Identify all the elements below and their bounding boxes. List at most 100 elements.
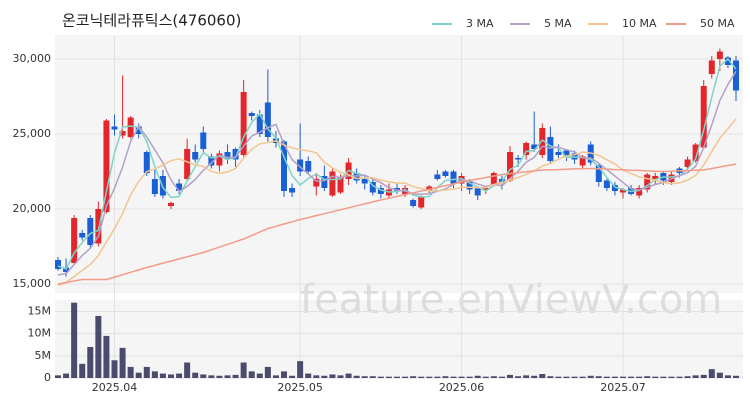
volume-bar <box>531 375 538 378</box>
candle-body <box>71 218 78 263</box>
candle-body <box>474 188 481 196</box>
volume-bar <box>466 376 473 378</box>
volume-bar <box>579 376 586 378</box>
candle-body <box>724 57 731 65</box>
candle-body <box>377 188 384 194</box>
ma-line <box>57 70 737 276</box>
y-tick-label: 0 <box>44 371 51 384</box>
candle-body <box>87 218 94 245</box>
candle-body <box>482 188 489 190</box>
volume-bar <box>724 375 731 378</box>
volume-bar <box>55 375 61 378</box>
candle-body <box>369 182 376 193</box>
volume-bar <box>410 376 417 378</box>
volume-bar <box>595 376 602 378</box>
candle-body <box>523 143 530 155</box>
candle-body <box>232 149 239 160</box>
y-tick-label: 15,000 <box>13 277 52 290</box>
legend-label: 50 MA <box>700 17 735 30</box>
candle-body <box>151 179 158 194</box>
volume-bar <box>490 376 497 378</box>
volume-bar <box>385 376 392 378</box>
candle-body <box>708 60 715 74</box>
volume-bar <box>708 369 715 378</box>
volume-bar <box>208 375 215 378</box>
volume-bar <box>281 371 287 378</box>
ma-line <box>57 163 737 285</box>
volume-bar <box>111 360 118 378</box>
volume-bar <box>394 376 400 378</box>
volume-bar <box>361 376 368 378</box>
candle-body <box>337 177 344 193</box>
candle-body <box>103 120 110 212</box>
volume-bar <box>377 376 384 378</box>
candle-body <box>281 141 287 191</box>
volume-bar <box>159 373 166 378</box>
volume-bar <box>143 366 150 378</box>
volume-bar <box>135 372 142 378</box>
volume-bar <box>539 374 546 378</box>
candle-body <box>434 174 441 179</box>
volume-bar <box>434 376 441 378</box>
candle-body <box>733 60 739 91</box>
candle-body <box>644 174 651 190</box>
volume-bar <box>628 376 635 378</box>
volume-bar <box>450 376 457 378</box>
candle-body <box>611 185 618 191</box>
candle-body <box>652 176 659 179</box>
volume-bar <box>232 374 239 378</box>
volume-bar <box>79 363 86 378</box>
volume-bar <box>369 376 376 378</box>
legend-label: 3 MA <box>466 17 494 30</box>
volume-bar <box>127 366 134 378</box>
candle-body <box>353 173 360 181</box>
volume-bar <box>63 373 70 378</box>
candle-body <box>507 152 513 181</box>
volume-bar <box>563 376 570 378</box>
x-tick-label: 2025.05 <box>277 381 323 394</box>
volume-bar <box>555 376 562 378</box>
volume-plot-area <box>55 300 743 378</box>
candle-body <box>135 126 142 134</box>
legend-label: 10 MA <box>622 17 657 30</box>
candle-body <box>329 171 336 196</box>
volume-bar <box>313 375 320 378</box>
volume-bar <box>176 373 183 378</box>
candle-body <box>716 51 723 59</box>
candle-body <box>466 182 473 190</box>
volume-bar <box>71 302 78 378</box>
x-tick-label: 2025.07 <box>600 381 646 394</box>
candle-body <box>168 203 174 206</box>
volume-bar <box>264 366 271 378</box>
volume-bar <box>507 374 513 378</box>
y-tick-label: 20,000 <box>13 202 52 215</box>
candle-body <box>490 173 497 185</box>
candle-body <box>700 86 707 148</box>
volume-bar <box>684 376 691 378</box>
candle-body <box>410 200 417 206</box>
watermark: feature.enViewV.com <box>300 277 722 323</box>
volume-bar <box>547 376 554 378</box>
volume-bar <box>660 376 667 378</box>
y-tick-label: 25,000 <box>13 127 52 140</box>
y-tick-label: 10M <box>28 327 52 340</box>
candle-body <box>692 144 699 161</box>
candle-body <box>305 161 312 172</box>
volume-bar <box>224 375 231 378</box>
volume-bar <box>240 362 247 378</box>
x-tick-label: 2025.04 <box>92 381 138 394</box>
candle-body <box>515 158 522 160</box>
volume-bar <box>668 376 675 378</box>
price-plot-area <box>55 35 743 293</box>
volume-bar <box>87 346 94 378</box>
volume-bar <box>168 374 174 378</box>
volume-bar <box>256 373 263 378</box>
candle-body <box>79 233 86 238</box>
candle-body <box>289 188 296 193</box>
candle-body <box>684 159 691 167</box>
volume-bar <box>523 375 530 378</box>
volume-bar <box>587 375 594 378</box>
x-tick-label: 2025.06 <box>439 381 485 394</box>
volume-bar <box>297 361 304 378</box>
